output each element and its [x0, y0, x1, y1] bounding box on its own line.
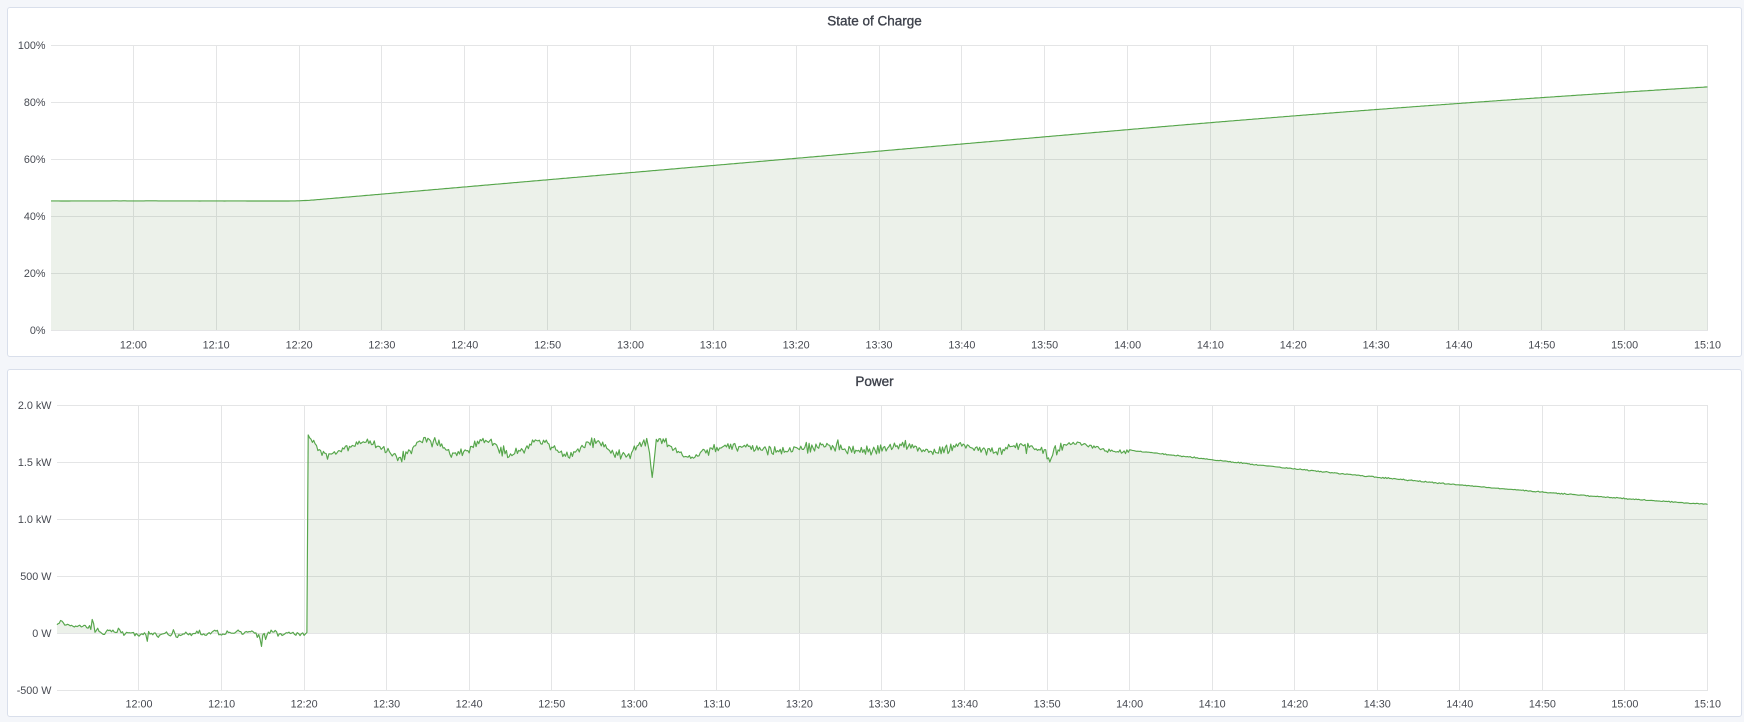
svg-text:14:20: 14:20 — [1280, 339, 1307, 351]
svg-text:Power: Power — [855, 374, 894, 389]
svg-text:0 W: 0 W — [32, 628, 52, 640]
svg-text:14:30: 14:30 — [1364, 699, 1391, 711]
svg-text:13:20: 13:20 — [786, 699, 813, 711]
svg-text:14:30: 14:30 — [1363, 339, 1390, 351]
svg-text:60%: 60% — [24, 154, 46, 166]
svg-text:13:20: 13:20 — [783, 339, 810, 351]
svg-text:20%: 20% — [24, 268, 46, 280]
svg-text:12:50: 12:50 — [534, 339, 561, 351]
svg-text:0%: 0% — [30, 325, 46, 337]
svg-text:12:00: 12:00 — [125, 699, 152, 711]
svg-text:12:30: 12:30 — [373, 699, 400, 711]
svg-text:13:30: 13:30 — [868, 699, 895, 711]
svg-text:1.5 kW: 1.5 kW — [18, 457, 52, 469]
svg-text:15:10: 15:10 — [1694, 339, 1721, 351]
svg-text:-500 W: -500 W — [17, 685, 53, 697]
svg-text:12:40: 12:40 — [456, 699, 483, 711]
svg-text:13:00: 13:00 — [617, 339, 644, 351]
svg-text:12:20: 12:20 — [286, 339, 313, 351]
svg-text:12:10: 12:10 — [208, 699, 235, 711]
svg-text:15:00: 15:00 — [1611, 339, 1638, 351]
svg-text:15:00: 15:00 — [1611, 699, 1638, 711]
svg-text:80%: 80% — [24, 97, 46, 109]
svg-text:14:00: 14:00 — [1114, 339, 1141, 351]
svg-text:14:20: 14:20 — [1281, 699, 1308, 711]
svg-text:13:00: 13:00 — [621, 699, 648, 711]
svg-text:12:10: 12:10 — [203, 339, 230, 351]
svg-text:13:40: 13:40 — [951, 699, 978, 711]
svg-text:13:10: 13:10 — [703, 699, 730, 711]
svg-text:2.0 kW: 2.0 kW — [18, 400, 52, 412]
svg-text:12:50: 12:50 — [538, 699, 565, 711]
svg-text:13:30: 13:30 — [865, 339, 892, 351]
svg-text:12:00: 12:00 — [120, 339, 147, 351]
svg-text:1.0 kW: 1.0 kW — [18, 514, 52, 526]
svg-text:14:40: 14:40 — [1445, 339, 1472, 351]
svg-text:15:10: 15:10 — [1694, 699, 1721, 711]
svg-text:40%: 40% — [24, 211, 46, 223]
svg-text:12:40: 12:40 — [451, 339, 478, 351]
svg-text:12:20: 12:20 — [291, 699, 318, 711]
svg-text:13:50: 13:50 — [1034, 699, 1061, 711]
svg-text:13:40: 13:40 — [948, 339, 975, 351]
svg-text:12:30: 12:30 — [368, 339, 395, 351]
svg-text:14:00: 14:00 — [1116, 699, 1143, 711]
svg-text:State of Charge: State of Charge — [827, 13, 922, 28]
svg-text:14:50: 14:50 — [1528, 339, 1555, 351]
svg-text:13:10: 13:10 — [700, 339, 727, 351]
svg-text:14:50: 14:50 — [1529, 699, 1556, 711]
svg-text:500 W: 500 W — [20, 571, 52, 583]
svg-text:13:50: 13:50 — [1031, 339, 1058, 351]
svg-text:14:10: 14:10 — [1199, 699, 1226, 711]
svg-text:14:40: 14:40 — [1446, 699, 1473, 711]
svg-text:100%: 100% — [18, 40, 46, 52]
svg-text:14:10: 14:10 — [1197, 339, 1224, 351]
